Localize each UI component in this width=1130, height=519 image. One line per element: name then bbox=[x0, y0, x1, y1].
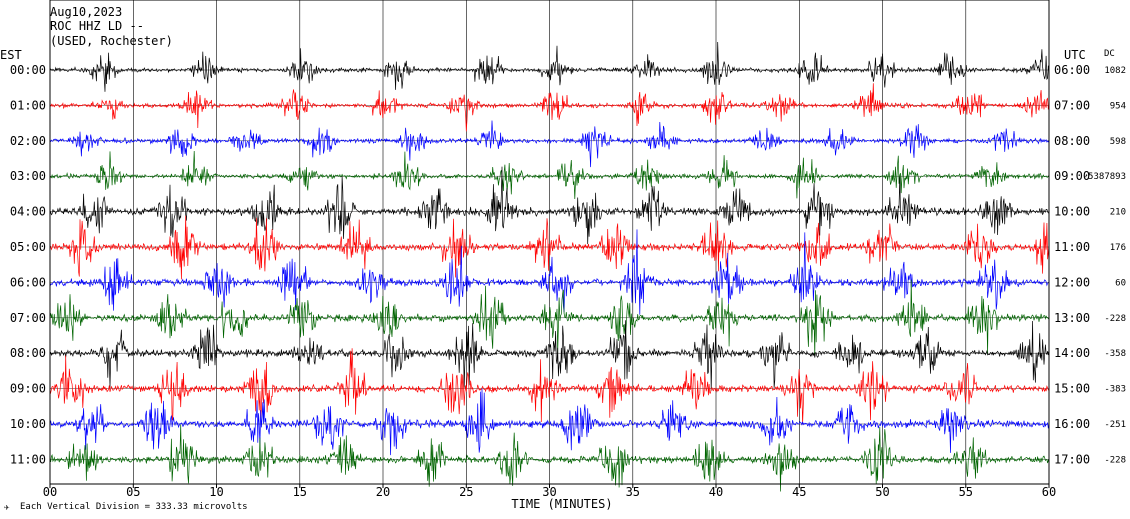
row-dc-offset: 176 bbox=[1110, 243, 1126, 253]
record-date: Aug10,2023 bbox=[50, 5, 122, 19]
footer-mark: ✈ bbox=[4, 503, 10, 513]
row-dc-offset: -228 bbox=[1104, 314, 1126, 324]
trace-0200 bbox=[49, 120, 1050, 168]
row-label-est: 02:00 bbox=[10, 134, 46, 148]
x-tick-label: 05 bbox=[126, 485, 140, 499]
row-label-utc: 14:00 bbox=[1054, 346, 1090, 360]
row-label-est: 04:00 bbox=[10, 205, 46, 219]
trace-0600 bbox=[49, 229, 1050, 315]
right-timezone-label: UTC bbox=[1064, 48, 1086, 62]
row-label-est: 01:00 bbox=[10, 98, 46, 112]
row-label-est: 06:00 bbox=[10, 275, 46, 289]
row-dc-offset: 598 bbox=[1110, 137, 1126, 147]
row-label-est: 09:00 bbox=[10, 382, 46, 396]
row-dc-offset: 954 bbox=[1110, 101, 1126, 111]
x-tick-label: 35 bbox=[626, 485, 640, 499]
row-dc-offset: 210 bbox=[1110, 208, 1126, 218]
row-label-utc: 08:00 bbox=[1054, 134, 1090, 148]
row-label-est: 08:00 bbox=[10, 346, 46, 360]
row-label-utc: 11:00 bbox=[1054, 240, 1090, 254]
row-label-utc: 06:00 bbox=[1054, 63, 1090, 77]
x-tick-label: 55 bbox=[959, 485, 973, 499]
left-timezone-label: EST bbox=[0, 48, 22, 62]
trace-0900 bbox=[49, 348, 1050, 425]
scale-note: Each Vertical Division = 333.33 microvol… bbox=[20, 502, 248, 512]
row-label-utc: 09:00 bbox=[1054, 169, 1090, 183]
x-tick-label: 50 bbox=[875, 485, 889, 499]
row-label-utc: 15:00 bbox=[1054, 382, 1090, 396]
trace-0400 bbox=[49, 166, 1050, 245]
x-tick-label: 40 bbox=[709, 485, 723, 499]
trace-0000 bbox=[49, 41, 1050, 92]
trace-0100 bbox=[50, 83, 1050, 132]
x-tick-label: 15 bbox=[293, 485, 307, 499]
row-dc-offset: -228 bbox=[1104, 455, 1126, 465]
x-tick-label: 60 bbox=[1042, 485, 1056, 499]
row-dc-offset: -251 bbox=[1104, 420, 1126, 430]
station-channel: ROC HHZ LD -- bbox=[50, 19, 144, 33]
seismic-traces bbox=[49, 41, 1050, 492]
x-tick-label: 25 bbox=[459, 485, 473, 499]
row-label-est: 11:00 bbox=[10, 452, 46, 466]
row-label-est: 07:00 bbox=[10, 311, 46, 325]
trace-0300 bbox=[49, 150, 1050, 200]
trace-0700 bbox=[49, 279, 1050, 357]
trace-1000 bbox=[49, 388, 1050, 456]
x-axis-title: TIME (MINUTES) bbox=[511, 497, 612, 511]
x-tick-label: 10 bbox=[209, 485, 223, 499]
row-dc-offset: -383 bbox=[1104, 385, 1126, 395]
x-tick-label: 00 bbox=[43, 485, 57, 499]
row-label-utc: 13:00 bbox=[1054, 311, 1090, 325]
trace-0500 bbox=[49, 215, 1050, 280]
row-labels: 00:00 06:00 1082 01:00 07:00 954 02:00 08:00 598… bbox=[10, 63, 1126, 466]
dc-heading: DC bbox=[1104, 49, 1115, 59]
trace-0800 bbox=[49, 320, 1050, 391]
row-label-utc: 10:00 bbox=[1054, 205, 1090, 219]
row-dc-offset: 60 bbox=[1115, 278, 1126, 288]
x-tick-label: 45 bbox=[792, 485, 806, 499]
row-label-est: 03:00 bbox=[10, 169, 46, 183]
row-label-utc: 17:00 bbox=[1054, 452, 1090, 466]
x-tick-label: 20 bbox=[376, 485, 390, 499]
row-dc-offset: -358 bbox=[1104, 349, 1126, 359]
row-label-est: 10:00 bbox=[10, 417, 46, 431]
row-label-utc: 07:00 bbox=[1054, 98, 1090, 112]
row-dc-offset: -5387893 bbox=[1083, 172, 1126, 182]
row-label-est: 00:00 bbox=[10, 63, 46, 77]
x-axis-ticks: 00 05 10 15 20 25 30 35 40 45 50 55 60 bbox=[43, 484, 1056, 499]
station-location: (USED, Rochester) bbox=[50, 34, 173, 48]
row-label-est: 05:00 bbox=[10, 240, 46, 254]
x-tick-label: 30 bbox=[542, 485, 556, 499]
row-label-utc: 12:00 bbox=[1054, 275, 1090, 289]
trace-1100 bbox=[49, 424, 1050, 492]
row-dc-offset: 1082 bbox=[1104, 66, 1126, 76]
row-label-utc: 16:00 bbox=[1054, 417, 1090, 431]
